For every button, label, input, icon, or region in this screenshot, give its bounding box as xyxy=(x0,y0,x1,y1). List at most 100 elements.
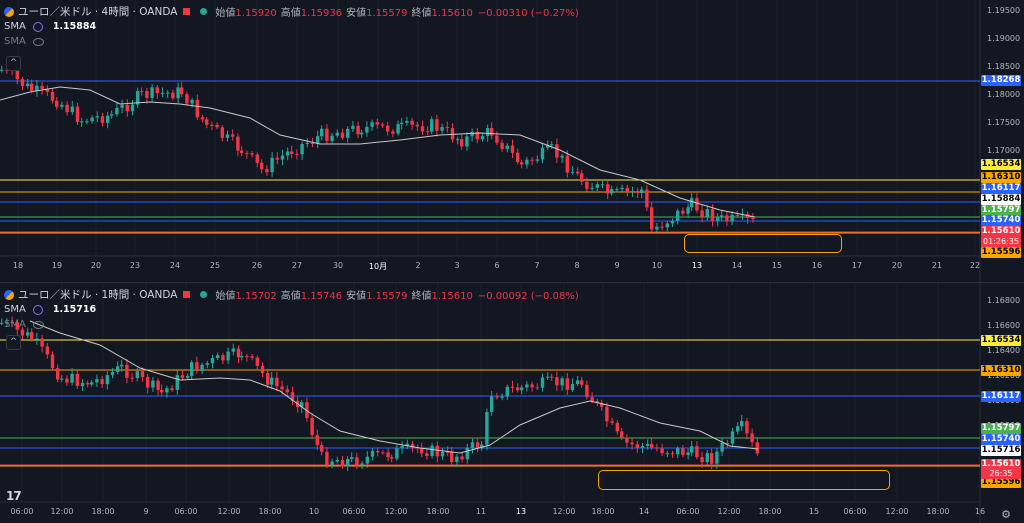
candle-body xyxy=(280,155,285,160)
candle-body xyxy=(205,119,209,125)
chart-canvas-1h[interactable] xyxy=(0,283,1024,523)
candle-body xyxy=(35,85,39,91)
candle-body xyxy=(736,426,740,432)
ohlc-value: 1.15610 xyxy=(431,291,473,302)
candle-body xyxy=(335,459,339,462)
symbol-logo-icon xyxy=(4,289,14,300)
price-tag: 1.15797 xyxy=(981,205,1021,216)
collapse-legend-button[interactable]: ^ xyxy=(6,56,21,71)
candle-body xyxy=(275,377,279,387)
symbol-title[interactable]: ユーロ／米ドル · 1時間 · OANDA xyxy=(18,289,178,301)
price-tag: 1.15884 xyxy=(981,194,1021,205)
candle-body xyxy=(80,382,85,386)
candle-body xyxy=(10,322,14,324)
candle-body xyxy=(686,207,690,214)
candle-body xyxy=(200,364,204,372)
candle-body xyxy=(310,418,314,436)
candle-body xyxy=(365,456,369,464)
candle-body xyxy=(646,443,650,446)
indicator-settings-icon[interactable] xyxy=(32,21,43,32)
candle-body xyxy=(180,375,185,378)
sma2-label[interactable]: SMA xyxy=(4,319,26,330)
candle-body xyxy=(351,125,355,129)
candle-body xyxy=(420,448,424,454)
candle-body xyxy=(555,377,559,386)
sma-value: 1.15884 xyxy=(52,21,97,32)
time-axis-label: 6 xyxy=(494,261,500,270)
candle-body xyxy=(410,120,414,125)
candle-body xyxy=(510,145,515,153)
sma-label[interactable]: SMA xyxy=(4,304,26,315)
sma-label[interactable]: SMA xyxy=(4,21,26,32)
candle-body xyxy=(426,131,430,133)
flag-icon[interactable] xyxy=(183,291,191,298)
hidden-eye-icon[interactable] xyxy=(32,320,44,329)
candle-body xyxy=(456,139,460,141)
chart-panel-1h[interactable]: ユーロ／米ドル · 1時間 · OANDA 始値1.15702 高値1.15746… xyxy=(0,283,1024,523)
candle-body xyxy=(110,114,114,116)
target-zone-box[interactable] xyxy=(598,470,890,490)
candle-body xyxy=(745,421,749,434)
chart-canvas-4h[interactable] xyxy=(0,0,1024,282)
candle-body xyxy=(600,402,604,407)
target-zone-box[interactable] xyxy=(684,234,842,253)
candle-body xyxy=(255,357,259,366)
candle-body xyxy=(446,451,450,453)
candle-body xyxy=(316,136,320,144)
time-axis-label: 12:00 xyxy=(717,507,741,516)
candle-body xyxy=(90,382,94,385)
ohlc-value: 1.15610 xyxy=(431,8,473,19)
candle-body xyxy=(145,91,149,98)
time-axis-label: 12:00 xyxy=(552,507,576,516)
candle-body xyxy=(270,377,274,385)
candle-body xyxy=(530,159,534,161)
candle-body xyxy=(136,91,140,105)
candle-body xyxy=(190,362,194,376)
price-tag: 1.16310 xyxy=(981,365,1021,376)
ohlc-value: 1.15920 xyxy=(235,8,277,19)
indicator-settings-icon[interactable] xyxy=(32,304,43,315)
candle-body xyxy=(605,406,609,422)
countdown-timer: 01:26:35 xyxy=(981,237,1021,247)
hidden-eye-icon[interactable] xyxy=(32,37,44,46)
price-tag: 1.18268 xyxy=(981,75,1021,86)
ohlc-value: −0.00310 (−0.27%) xyxy=(477,8,579,19)
candle-body xyxy=(15,322,19,330)
ohlc-value: 1.15746 xyxy=(300,291,343,302)
candle-body xyxy=(0,69,4,71)
candle-body xyxy=(106,115,110,123)
candle-body xyxy=(290,392,295,401)
time-axis-label: 18:00 xyxy=(758,507,782,516)
ohlc-key: 安値 xyxy=(346,291,367,302)
collapse-legend-button[interactable]: ^ xyxy=(6,335,21,350)
candle-body xyxy=(450,128,455,140)
chart-panel-4h[interactable]: ユーロ／米ドル · 4時間 · OANDA 始値1.15920 高値1.15936… xyxy=(0,0,1024,283)
candle-body xyxy=(630,442,634,445)
candle-body xyxy=(725,442,729,444)
sma2-label[interactable]: SMA xyxy=(4,36,26,47)
candle-body xyxy=(570,383,575,390)
candle-body xyxy=(655,226,659,230)
candle-body xyxy=(505,386,509,397)
candle-body xyxy=(186,375,190,378)
candle-body xyxy=(645,189,649,208)
time-axis-label: 9 xyxy=(614,261,620,270)
candle-body xyxy=(50,354,55,369)
candle-body xyxy=(270,157,274,173)
candle-body xyxy=(265,169,269,173)
settings-gear-icon[interactable]: ⚙ xyxy=(1001,508,1011,521)
flag-icon[interactable] xyxy=(183,8,191,15)
symbol-title[interactable]: ユーロ／米ドル · 4時間 · OANDA xyxy=(18,6,178,18)
candle-body xyxy=(620,187,624,190)
candle-body xyxy=(730,431,735,444)
candle-body xyxy=(370,122,374,127)
candle-body xyxy=(375,122,379,125)
price-axis-label: 1.18000 xyxy=(987,90,1021,99)
time-axis-label: 12:00 xyxy=(384,507,408,516)
candle-body xyxy=(580,173,584,182)
candle-body xyxy=(250,356,254,358)
candle-body xyxy=(615,189,619,191)
price-tag: 1.16534 xyxy=(981,159,1021,170)
time-axis-label: 15 xyxy=(771,261,783,270)
candle-body xyxy=(300,143,304,155)
